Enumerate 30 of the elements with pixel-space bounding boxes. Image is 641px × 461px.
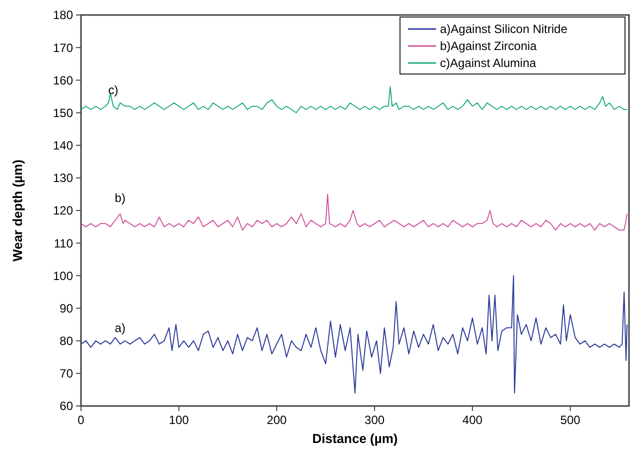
line-series [80, 86, 628, 114]
y-tick-label: 140 [52, 138, 74, 153]
x-tick-label: 100 [168, 413, 190, 427]
y-tick-label: 80 [60, 334, 74, 348]
x-tick-label: 300 [364, 413, 385, 427]
x-tick-label: 200 [266, 413, 288, 427]
legend-label: c)Against Alumina [440, 56, 536, 70]
y-tick-label: 120 [52, 204, 74, 218]
y-tick-label: 130 [52, 171, 74, 186]
line-series [80, 275, 628, 394]
y-tick-label: 170 [52, 40, 74, 55]
y-tick-label: 100 [52, 268, 74, 283]
y-tick-label: 160 [52, 73, 74, 88]
y-tick-label: 180 [52, 8, 74, 22]
y-tick-label: 150 [52, 106, 74, 120]
annotation: a) [114, 321, 126, 336]
y-tick-label: 60 [60, 399, 74, 414]
annotation: b) [114, 190, 126, 205]
y-axis-title: Wear depth (µm) [10, 160, 25, 262]
line-series [80, 194, 628, 231]
y-tick-label: 70 [60, 366, 74, 381]
x-tick-label: 0 [78, 413, 85, 427]
legend-label: a)Against Silicon Nitride [440, 22, 568, 36]
y-tick-label: 110 [54, 236, 74, 250]
x-tick-label: 500 [560, 413, 581, 427]
legend-label: b)Against Zirconia [440, 39, 538, 54]
x-tick-label: 400 [462, 413, 483, 427]
x-axis-title: Distance (µm) [312, 431, 398, 446]
y-tick-label: 90 [60, 301, 74, 316]
annotation: c) [108, 83, 118, 98]
